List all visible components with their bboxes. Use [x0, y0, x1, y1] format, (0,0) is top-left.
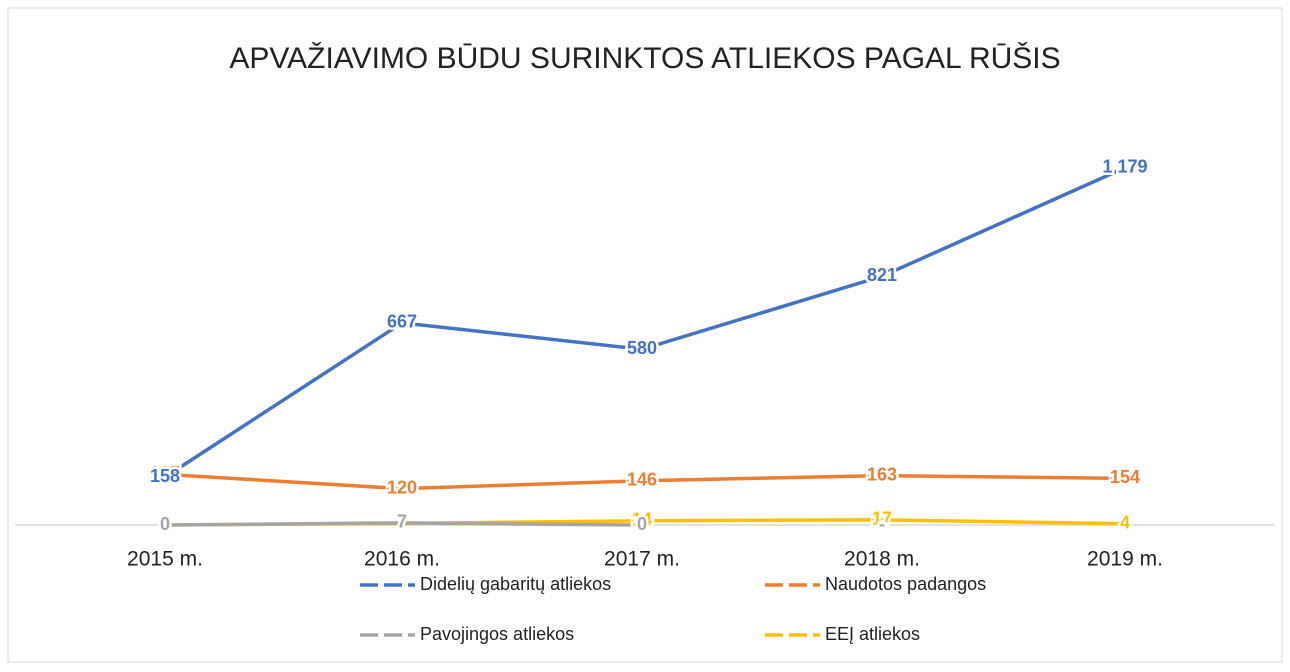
- data-label: 667: [387, 312, 417, 332]
- data-label: 0: [637, 514, 647, 534]
- data-label: 4: [1120, 513, 1130, 533]
- data-label: 158: [150, 466, 180, 486]
- data-label: 163: [867, 464, 897, 484]
- data-label: 17: [872, 509, 892, 529]
- data-label: 821: [867, 265, 897, 285]
- data-label: 7: [397, 512, 407, 532]
- series-line: [164, 521, 643, 527]
- chart-title: APVAŽIAVIMO BŪDU SURINKTOS ATLIEKOS PAGA…: [229, 41, 1060, 75]
- data-label: 167: [150, 463, 180, 483]
- x-tick-label: 2018 m.: [844, 548, 920, 571]
- data-label: 146: [627, 470, 657, 490]
- data-label: 0: [160, 514, 170, 534]
- x-tick-label: 2017 m.: [604, 548, 680, 571]
- legend-label: Naudotos padangos: [825, 574, 986, 594]
- data-label: 580: [627, 338, 657, 358]
- series-line: [164, 166, 1126, 479]
- data-label: 154: [1110, 467, 1140, 487]
- series-line: [164, 472, 1126, 491]
- legend-label: Pavojingos atliekos: [420, 624, 574, 644]
- data-label: 0: [160, 514, 170, 534]
- x-tick-label: 2016 m.: [364, 548, 440, 571]
- x-tick-label: 2019 m.: [1087, 548, 1163, 571]
- data-label: 14: [632, 510, 652, 530]
- legend-label: EEĮ atliekos: [825, 624, 920, 644]
- chart-frame: [7, 7, 1283, 663]
- legend-label: Didelių gabaritų atliekos: [420, 574, 611, 594]
- x-tick-label: 2015 m.: [127, 548, 203, 571]
- data-label: -: [879, 514, 885, 534]
- data-label: 120: [387, 477, 417, 497]
- data-label: 1 179: [1102, 157, 1147, 177]
